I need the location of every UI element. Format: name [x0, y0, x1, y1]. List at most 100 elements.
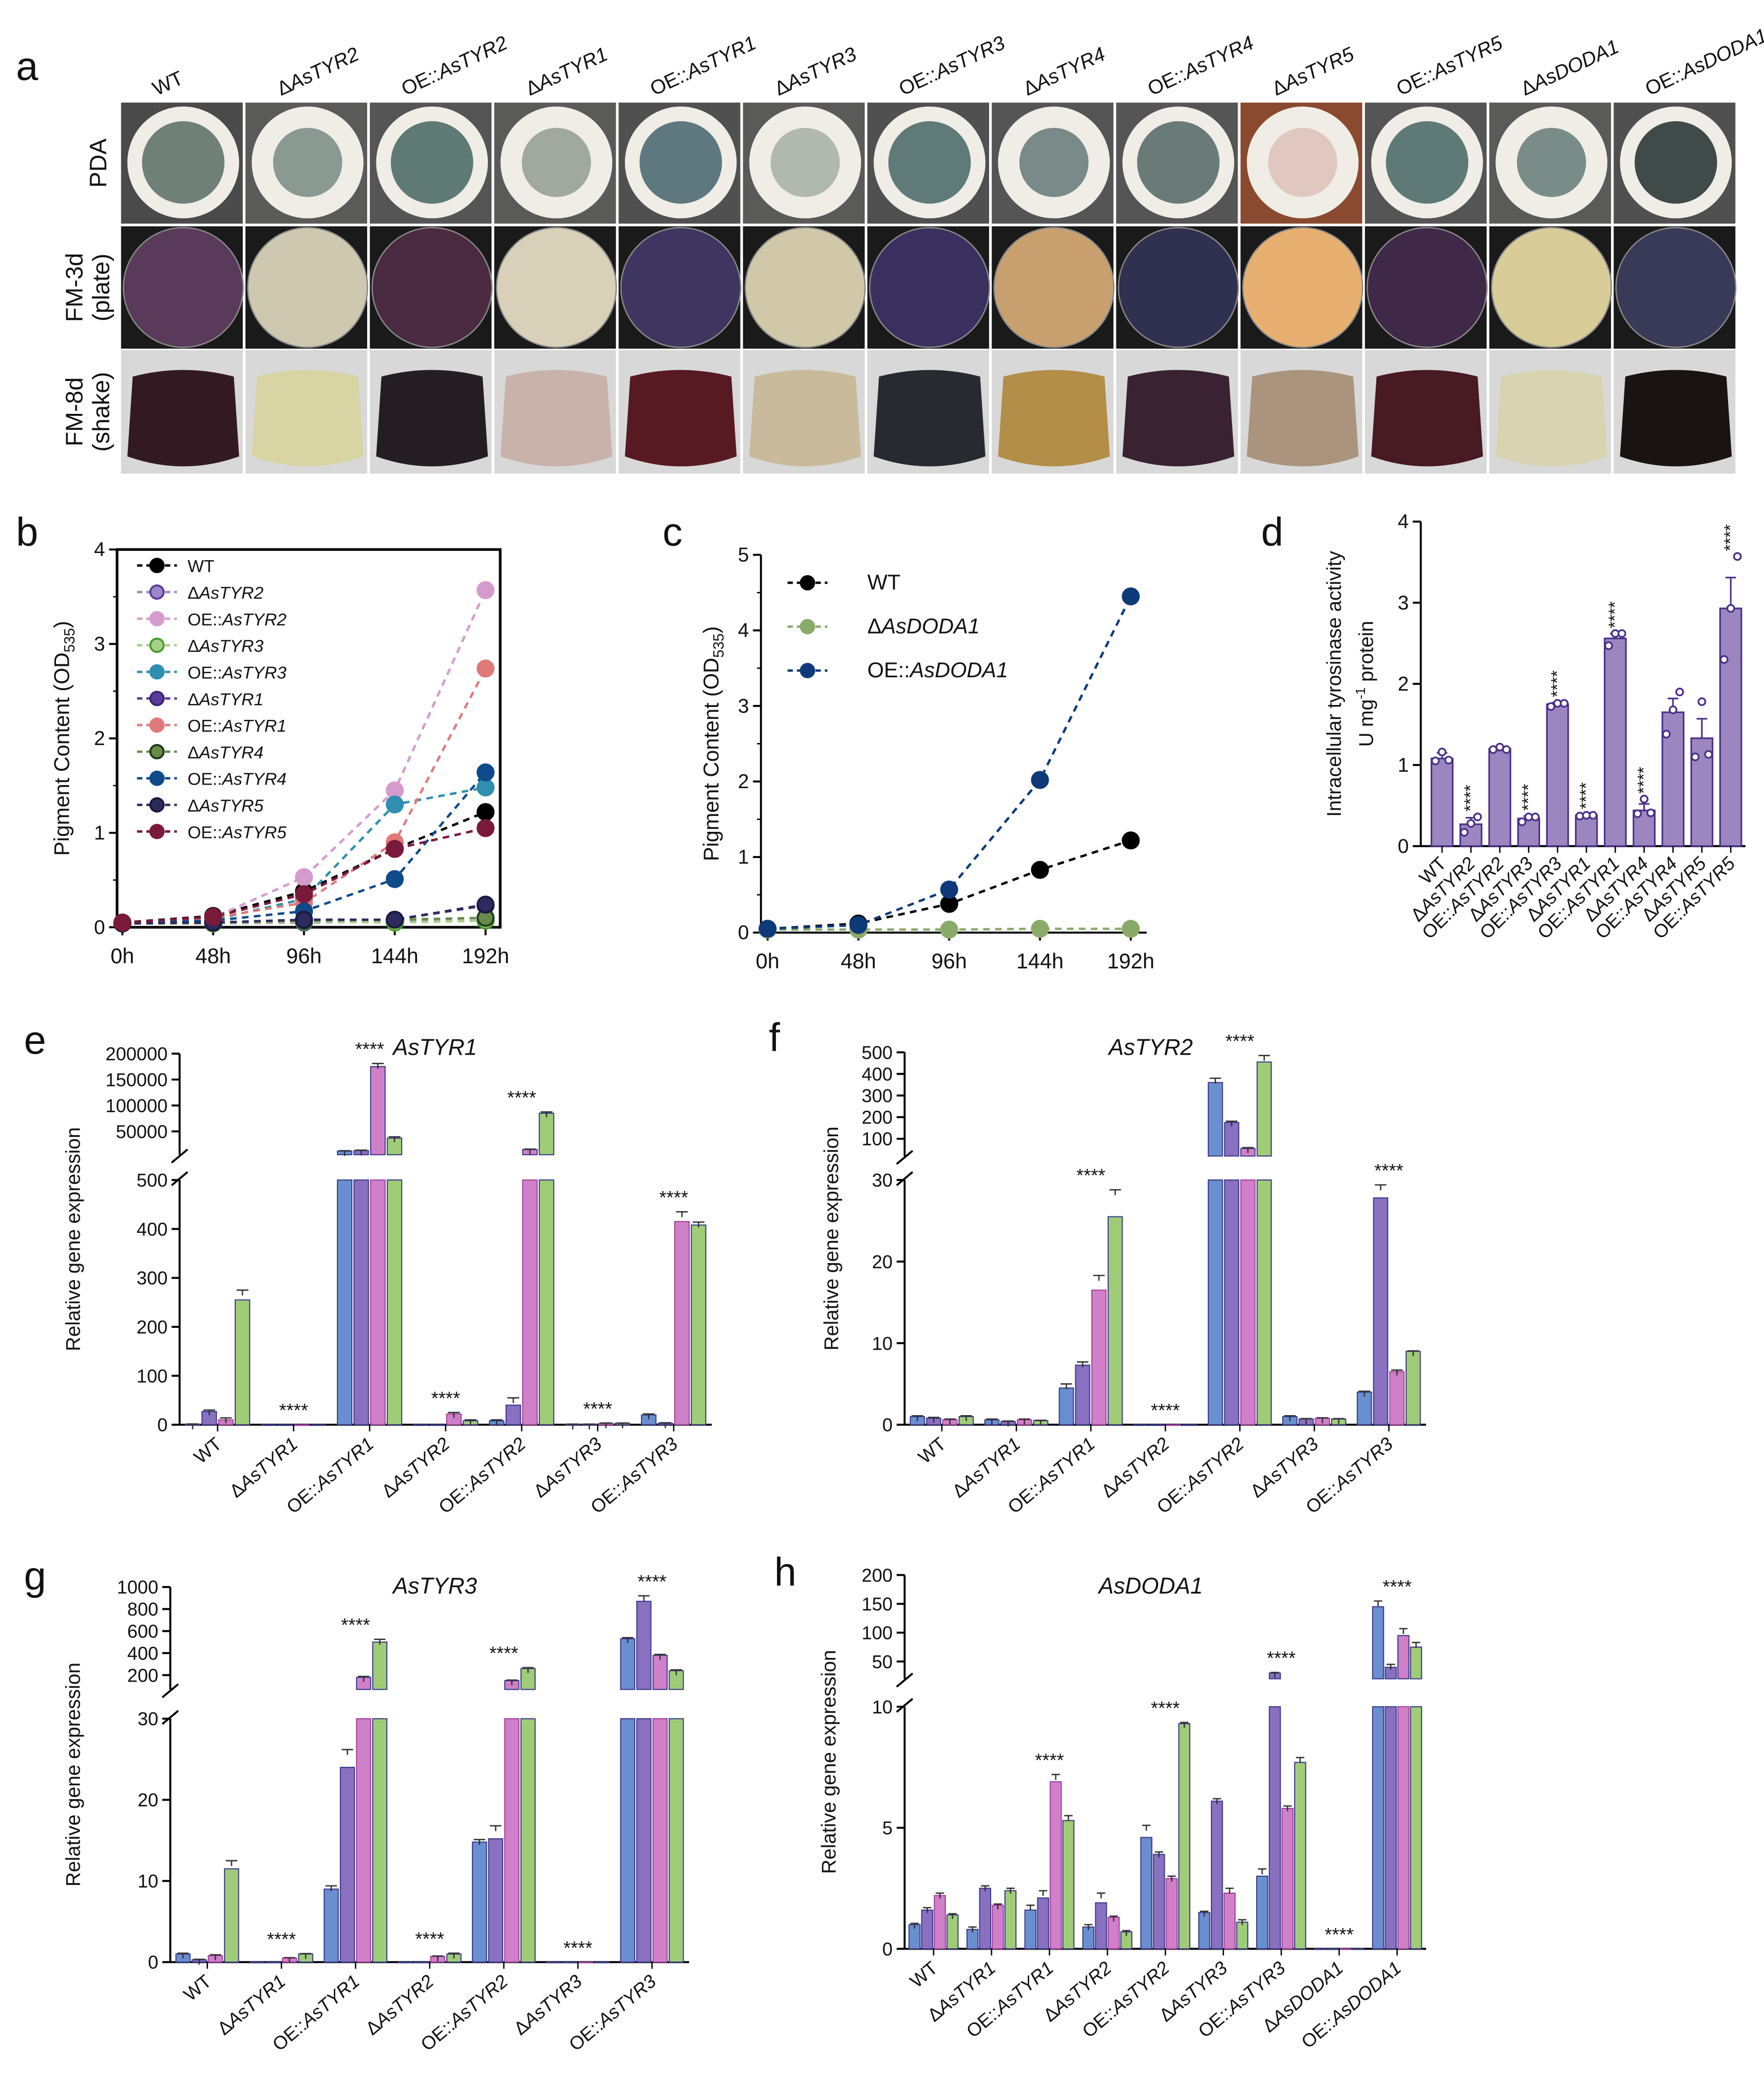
- y-tick-label: 5: [882, 1818, 893, 1839]
- bar: [1095, 1902, 1107, 1950]
- colony-center: [142, 121, 225, 204]
- colony-center: [1386, 121, 1469, 204]
- bar: [539, 1179, 555, 1425]
- bar: [504, 1718, 520, 1963]
- colony-center: [639, 121, 722, 204]
- culture-plate: [496, 227, 617, 348]
- data-point: [204, 908, 222, 926]
- column-label-5: ΔAsTYR3: [771, 43, 860, 100]
- data-point: [386, 795, 404, 814]
- label-prefix: OE::: [187, 611, 222, 630]
- label-gene: AsTYR5: [1428, 32, 1506, 84]
- bar: [1037, 1897, 1049, 1950]
- data-point: [477, 778, 495, 797]
- replicate-point: [1531, 812, 1540, 822]
- label-gene: AsTYR2: [1106, 1433, 1173, 1494]
- legend-marker: [149, 637, 165, 653]
- y-tick-label: 0: [738, 922, 749, 944]
- legend-label: ΔAsTYR3: [187, 637, 263, 656]
- legend-label: OE::AsDODA1: [867, 658, 1008, 682]
- bar: [979, 1888, 992, 1950]
- significance-mark: ****: [1548, 670, 1567, 697]
- legend-marker: [149, 611, 165, 626]
- significance-mark: ****: [1462, 785, 1481, 811]
- label-gene: AsTYR1: [296, 1970, 364, 2031]
- bar-upper: [1397, 1635, 1410, 1680]
- x-tick-label: ΔAsTYR2: [1097, 1433, 1173, 1502]
- bar-upper: [1207, 1082, 1223, 1157]
- panel-letter-g: g: [24, 1554, 46, 1598]
- x-tick-label: 144h: [371, 944, 419, 968]
- chart-title: AsTYR3: [391, 1574, 477, 1599]
- bar: [1004, 1890, 1017, 1950]
- label-gene: AsTYR4: [198, 743, 263, 762]
- legend-label: WT: [187, 557, 214, 576]
- replicate-point: [1704, 750, 1713, 759]
- x-tick-label: WT: [190, 1433, 226, 1468]
- y-tick-label: 0: [148, 1952, 158, 1973]
- x-tick-label: WT: [914, 1433, 950, 1468]
- colony-center: [1635, 121, 1717, 204]
- y-tick-label: 400: [127, 1643, 158, 1664]
- replicate-point: [1518, 817, 1527, 826]
- data-point: [386, 910, 404, 929]
- colony-center: [770, 128, 840, 197]
- y-axis-label: Intracellular tyrosinase activity: [1323, 550, 1345, 817]
- label-gene: AsTYR2: [444, 1970, 511, 2031]
- legend-marker: [800, 619, 815, 635]
- x-tick-label: 144h: [1016, 949, 1064, 973]
- label-gene: AsTYR2: [433, 32, 511, 84]
- significance-mark: ****: [1076, 1165, 1105, 1186]
- replicate-point: [1560, 699, 1569, 708]
- data-point: [477, 581, 495, 599]
- bar: [1294, 1762, 1306, 1950]
- y-label-main: Pigment Content (OD: [699, 658, 723, 861]
- label-gene: AsTYR3: [519, 1970, 586, 2031]
- replicate-point: [1675, 688, 1684, 697]
- label-gene: AsTYR1: [534, 43, 611, 95]
- x-tick-label: ΔAsTYR2: [377, 1433, 453, 1502]
- bar: [1240, 1179, 1256, 1425]
- label-gene: AsTYR2: [462, 1433, 529, 1494]
- significance-mark: ****: [1151, 1698, 1180, 1719]
- label-gene: AsTYR1: [222, 1970, 289, 2031]
- legend-label: ΔAsTYR1: [187, 690, 263, 709]
- legend-marker: [149, 558, 165, 574]
- data-point: [940, 920, 958, 939]
- y-axis-label: Relative gene expression: [62, 1127, 84, 1351]
- panel-letter-d: d: [1261, 510, 1283, 554]
- y-tick-label: 200: [862, 1565, 893, 1586]
- label-gene: AsDODA1: [1529, 35, 1622, 95]
- x-tick-label: WT: [180, 1970, 216, 2005]
- culture-plate: [371, 227, 493, 348]
- y-tick-label: 800: [127, 1599, 158, 1620]
- axis-break-mark: [896, 1150, 914, 1165]
- bar: [1546, 703, 1569, 847]
- bar-upper: [1224, 1122, 1240, 1157]
- bar: [1050, 1781, 1062, 1950]
- replicate-point: [1617, 629, 1626, 638]
- bar-upper: [372, 1641, 388, 1690]
- flask-culture: [1371, 370, 1483, 467]
- bar: [1281, 1807, 1294, 1950]
- flask-culture: [1122, 370, 1235, 467]
- colony-center: [273, 128, 343, 197]
- y-tick-label: 100: [862, 1129, 893, 1150]
- column-label-10: OE::AsTYR5: [1393, 32, 1506, 100]
- y-axis-label: Pigment Content (OD535): [50, 621, 78, 855]
- column-label-11: ΔAsDODA1: [1518, 35, 1622, 100]
- label-gene: AsTYR3: [782, 43, 860, 95]
- legend-label: ΔAsTYR2: [187, 584, 263, 603]
- bar: [966, 1929, 979, 1950]
- bar: [1604, 637, 1627, 847]
- bar: [1224, 1179, 1240, 1425]
- label-gene: AsTYR2: [285, 43, 363, 95]
- bar: [1062, 1820, 1075, 1950]
- flask-culture: [998, 370, 1110, 467]
- bar: [1107, 1216, 1123, 1425]
- label-gene: AsTYR2: [198, 584, 264, 603]
- bar: [324, 1889, 339, 1963]
- label-gene: AsTYR3: [593, 1970, 660, 2031]
- colony-center: [1019, 128, 1089, 197]
- bar-upper: [1256, 1061, 1272, 1157]
